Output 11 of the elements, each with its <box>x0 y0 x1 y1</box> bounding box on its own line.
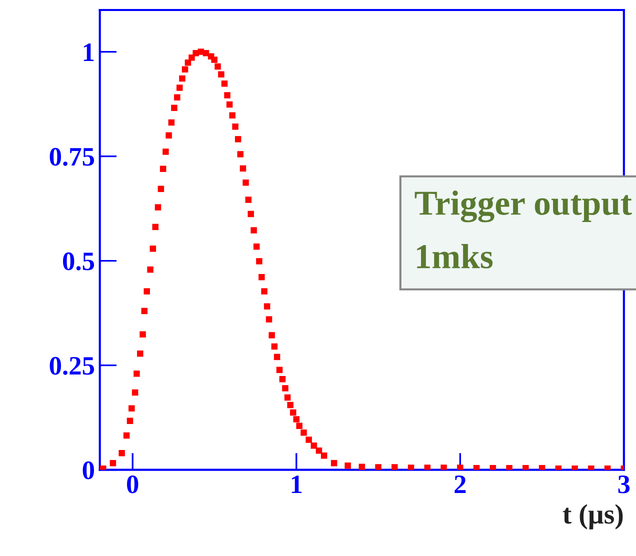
x-tick-label: 3 <box>618 476 630 494</box>
x-axis-title: t (µs) <box>562 504 623 530</box>
x-tick-label: 2 <box>454 476 466 493</box>
x-tick-label: 1 <box>292 476 302 493</box>
y-tick-label: 0.25 <box>50 356 94 375</box>
annotation: Trigger output 1mks <box>414 190 632 268</box>
x-tick-label: 0 <box>127 475 138 494</box>
y-tick-label: 0.75 <box>50 148 94 166</box>
y-tick-label: 0.5 <box>63 252 94 270</box>
y-tick-label: 0 <box>82 461 94 480</box>
y-tick-label: 1 <box>84 44 94 61</box>
